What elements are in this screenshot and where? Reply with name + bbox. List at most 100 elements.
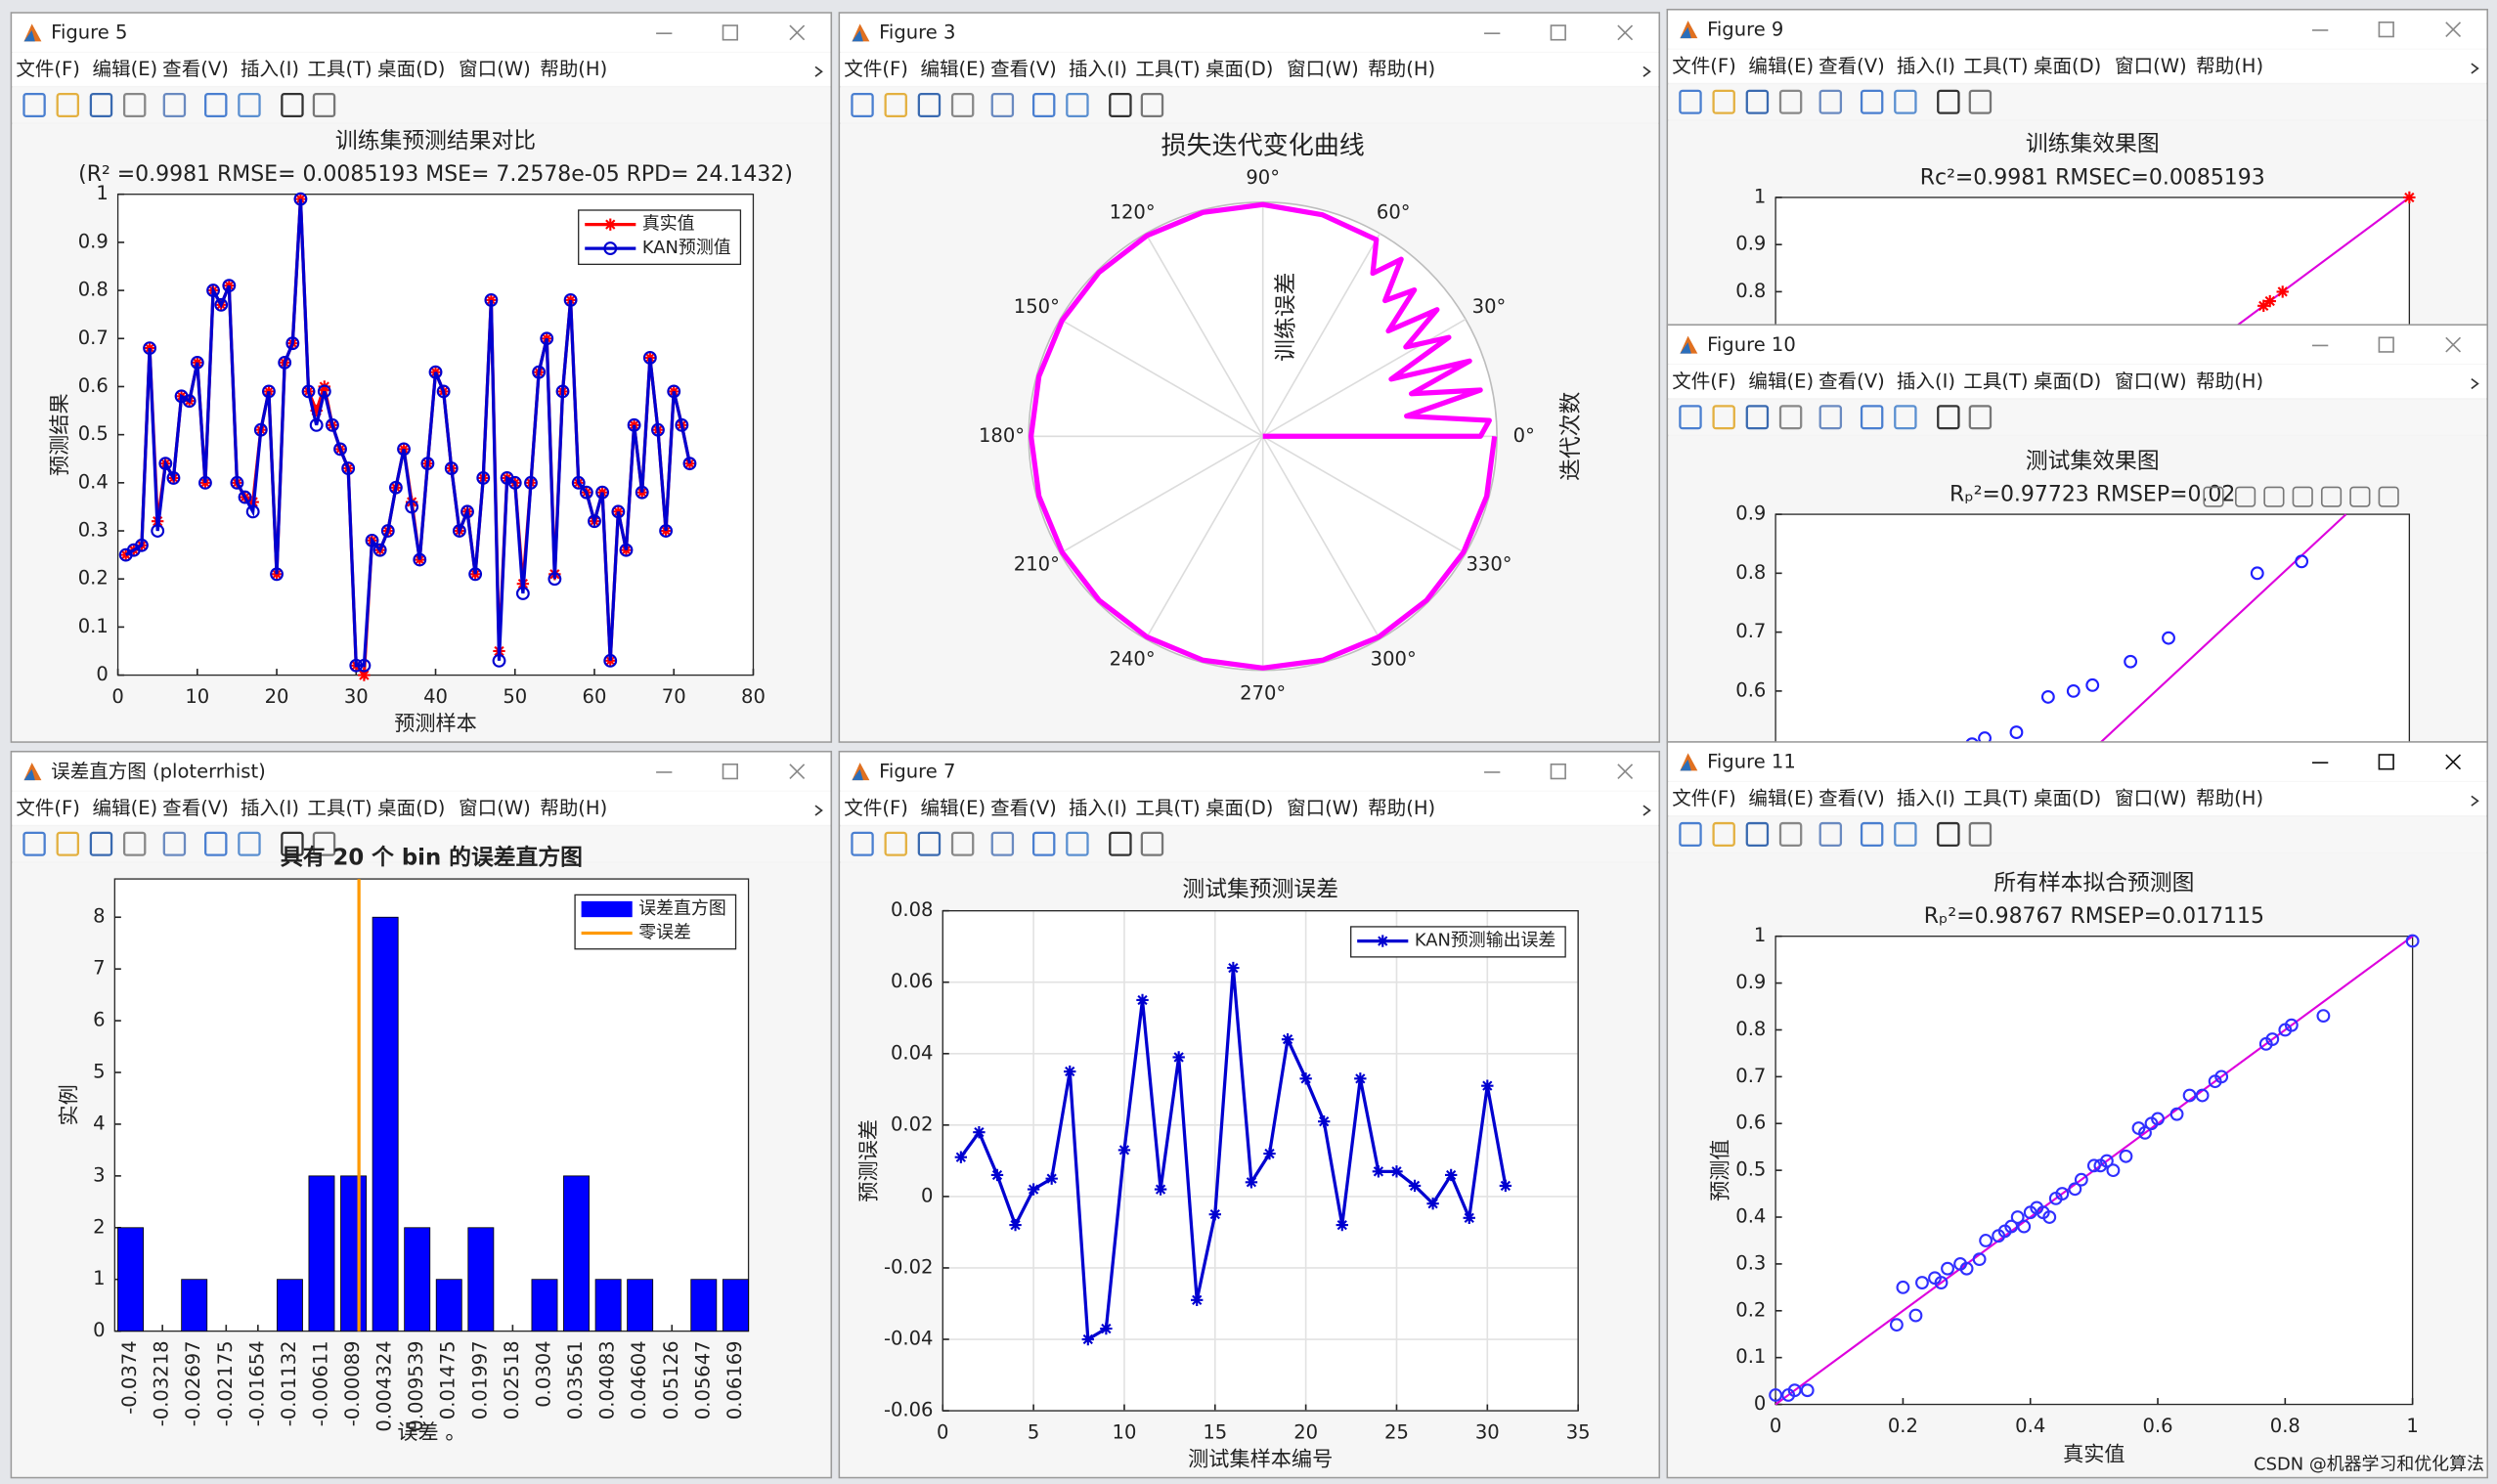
menu-item[interactable]: 工具(T) xyxy=(1963,370,2028,392)
menu-item[interactable]: 文件(F) xyxy=(844,797,908,819)
toolbar-button[interactable] xyxy=(1937,405,1960,430)
close-button[interactable] xyxy=(2445,336,2462,353)
toolbar-button[interactable] xyxy=(204,831,228,856)
menu-item[interactable]: 查看(V) xyxy=(1818,55,1885,77)
toolbar-button[interactable] xyxy=(1679,89,1702,114)
toolbar-button[interactable] xyxy=(917,92,942,118)
toolbar-button[interactable] xyxy=(281,831,304,856)
toolbar-button[interactable] xyxy=(89,92,113,118)
toolbar-button[interactable] xyxy=(884,92,907,118)
menu-item[interactable]: 查看(V) xyxy=(1818,370,1885,392)
toolbar-button[interactable] xyxy=(312,92,336,118)
toolbar-button[interactable] xyxy=(1968,821,1993,848)
menu-item[interactable]: 查看(V) xyxy=(990,797,1057,819)
axes-tool[interactable] xyxy=(2263,486,2285,507)
toolbar-button[interactable] xyxy=(312,831,336,856)
menu-item[interactable]: 查看(V) xyxy=(1818,787,1885,809)
menu-item[interactable]: 编辑(E) xyxy=(1748,55,1814,77)
close-button[interactable] xyxy=(1617,24,1634,41)
menu-item[interactable]: 编辑(E) xyxy=(1748,787,1814,809)
menu-item[interactable]: 桌面(D) xyxy=(2034,787,2101,809)
toolbar-button[interactable] xyxy=(1937,821,1960,848)
close-button[interactable] xyxy=(2445,22,2462,38)
close-button[interactable] xyxy=(2445,754,2462,770)
menu-item[interactable]: 编辑(E) xyxy=(93,797,158,819)
toolbar-button[interactable] xyxy=(122,831,147,856)
menu-item[interactable]: 窗口(W) xyxy=(2115,55,2187,77)
toolbar-button[interactable] xyxy=(1745,405,1770,430)
close-button[interactable] xyxy=(789,24,806,41)
menu-item[interactable]: 窗口(W) xyxy=(459,58,531,80)
toolbar-button[interactable] xyxy=(56,831,80,856)
toolbar-button[interactable] xyxy=(851,831,874,856)
toolbar-button[interactable] xyxy=(1066,92,1089,118)
toolbar-button[interactable] xyxy=(1109,92,1132,118)
menu-item[interactable]: 窗口(W) xyxy=(1287,58,1359,80)
menu-item[interactable]: 桌面(D) xyxy=(377,58,445,80)
menu-item[interactable]: 查看(V) xyxy=(162,58,229,80)
toolbar-button[interactable] xyxy=(1778,821,1803,848)
menu-item[interactable]: 窗口(W) xyxy=(1287,797,1359,819)
axes-tool[interactable] xyxy=(2320,486,2343,507)
menu-item[interactable]: 桌面(D) xyxy=(377,797,445,819)
toolbar-button[interactable] xyxy=(1712,821,1735,848)
toolbar-button[interactable] xyxy=(1140,831,1164,856)
menu-item[interactable]: 查看(V) xyxy=(162,797,229,819)
toolbar-button[interactable] xyxy=(851,92,874,118)
maximize-button[interactable] xyxy=(2378,754,2394,770)
menu-item[interactable]: 编辑(E) xyxy=(93,58,158,80)
toolbar-button[interactable] xyxy=(990,92,1015,118)
maximize-button[interactable] xyxy=(1550,24,1566,41)
maximize-button[interactable] xyxy=(2378,21,2394,38)
toolbar-button[interactable] xyxy=(22,831,46,856)
menu-item[interactable]: 帮助(H) xyxy=(540,58,607,80)
menu-item[interactable]: 文件(F) xyxy=(1672,370,1736,392)
maximize-button[interactable] xyxy=(2378,336,2394,353)
menu-item[interactable]: 帮助(H) xyxy=(2196,55,2263,77)
menu-item[interactable]: 编辑(E) xyxy=(920,797,986,819)
toolbar-button[interactable] xyxy=(1140,92,1164,118)
toolbar-button[interactable] xyxy=(1066,831,1089,856)
toolbar-button[interactable] xyxy=(1860,821,1884,848)
toolbar-button[interactable] xyxy=(990,831,1015,856)
toolbar-button[interactable] xyxy=(917,831,942,856)
toolbar-button[interactable] xyxy=(1109,831,1132,856)
menu-item[interactable]: 桌面(D) xyxy=(1205,797,1273,819)
toolbar-button[interactable] xyxy=(238,831,261,856)
menu-item[interactable]: 编辑(E) xyxy=(920,58,986,80)
menu-item[interactable]: 帮助(H) xyxy=(1368,797,1435,819)
menu-item[interactable]: 工具(T) xyxy=(1135,797,1200,819)
menu-item[interactable]: 文件(F) xyxy=(1672,787,1736,809)
toolbar-button[interactable] xyxy=(162,831,187,856)
menu-item[interactable]: 帮助(H) xyxy=(1368,58,1435,80)
menu-item[interactable]: 工具(T) xyxy=(307,797,372,819)
toolbar-button[interactable] xyxy=(1968,89,1993,114)
menu-item[interactable]: 桌面(D) xyxy=(2034,55,2101,77)
toolbar-button[interactable] xyxy=(162,92,187,118)
menu-item[interactable]: 帮助(H) xyxy=(2196,787,2263,809)
toolbar-button[interactable] xyxy=(1778,405,1803,430)
menu-item[interactable]: 窗口(W) xyxy=(459,797,531,819)
toolbar-button[interactable] xyxy=(1894,405,1917,430)
maximize-button[interactable] xyxy=(722,763,738,780)
toolbar-button[interactable] xyxy=(22,92,46,118)
maximize-button[interactable] xyxy=(722,24,738,41)
toolbar-button[interactable] xyxy=(1894,89,1917,114)
maximize-button[interactable] xyxy=(1550,763,1566,780)
menu-item[interactable]: 文件(F) xyxy=(844,58,908,80)
toolbar-button[interactable] xyxy=(1968,405,1993,430)
menu-item[interactable]: 插入(I) xyxy=(241,58,299,80)
toolbar-button[interactable] xyxy=(204,92,228,118)
toolbar-button[interactable] xyxy=(1818,821,1843,848)
toolbar-button[interactable] xyxy=(1894,821,1917,848)
menu-item[interactable]: 插入(I) xyxy=(1897,370,1955,392)
menu-item[interactable]: 工具(T) xyxy=(307,58,372,80)
toolbar-button[interactable] xyxy=(122,92,147,118)
menu-item[interactable]: 文件(F) xyxy=(1672,55,1736,77)
menu-item[interactable]: 窗口(W) xyxy=(2115,787,2187,809)
toolbar-button[interactable] xyxy=(89,831,113,856)
menu-item[interactable]: 文件(F) xyxy=(16,58,80,80)
toolbar-button[interactable] xyxy=(1818,405,1843,430)
toolbar-button[interactable] xyxy=(950,92,975,118)
toolbar-button[interactable] xyxy=(1712,405,1735,430)
